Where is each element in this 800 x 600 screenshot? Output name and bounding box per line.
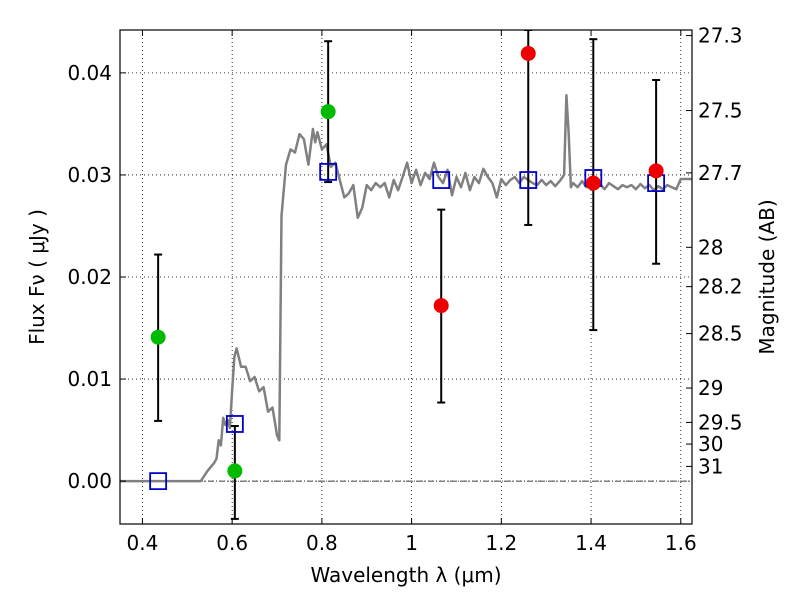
x-tick-label: 1.2	[485, 531, 517, 555]
magnitude-axis-label: Magnitude (AB)	[755, 199, 779, 354]
plot-frame	[119, 29, 693, 525]
model-point-square	[319, 162, 338, 181]
y-tick-label: 0.00	[67, 469, 112, 493]
red-point	[585, 175, 601, 191]
plot-area	[120, 30, 692, 520]
y-tick-label: 0.01	[67, 367, 112, 391]
y-tick-label: 0.03	[67, 163, 112, 187]
x-axis-ticks: 0.4 0.6 0.8 1 1.2 1.4 1.6	[127, 30, 697, 555]
x-tick-label: 1	[405, 531, 418, 555]
model-points	[149, 162, 666, 491]
magnitude-tick-label: 30	[698, 432, 723, 456]
red-point	[520, 45, 536, 61]
y-axis-ticks: 0.00 0.01 0.02 0.03 0.04	[67, 61, 126, 493]
x-tick-label: 0.6	[216, 531, 248, 555]
magnitude-tick-label: 27.3	[698, 24, 743, 48]
magnitude-tick-label: 28	[698, 235, 723, 259]
y-tick-label: 0.02	[67, 265, 112, 289]
magnitude-tick-label: 31	[698, 454, 723, 478]
red-point	[648, 163, 664, 179]
model-point-square	[149, 472, 168, 491]
x-tick-label: 0.4	[127, 531, 159, 555]
red-point	[433, 298, 449, 314]
grid	[120, 30, 692, 524]
green-point	[227, 463, 243, 479]
x-tick-label: 1.6	[665, 531, 697, 555]
green-point	[320, 104, 336, 120]
magnitude-tick-label: 28.2	[698, 275, 743, 299]
magnitude-tick-label: 27.7	[698, 161, 743, 185]
observed-points	[150, 45, 664, 479]
model-point-square	[432, 171, 451, 189]
x-tick-label: 1.4	[575, 531, 607, 555]
magnitude-tick-label: 29.5	[698, 410, 743, 434]
model-spectrum-line	[120, 94, 692, 483]
red-point-errorbar	[524, 30, 533, 226]
error-bars	[154, 30, 661, 520]
model-point-square	[519, 171, 538, 189]
magnitude-tick-label: 27.5	[698, 99, 743, 123]
x-tick-label: 0.8	[306, 531, 338, 555]
x-axis-label: Wavelength λ (μm)	[310, 563, 501, 587]
magnitude-tick-label: 29	[698, 376, 723, 400]
y-axis-label: Flux Fν ( μJy )	[25, 209, 49, 345]
y-tick-label: 0.04	[67, 61, 112, 85]
magnitude-tick-label: 28.5	[698, 322, 743, 346]
green-point	[150, 329, 166, 345]
model-point-square	[225, 415, 244, 433]
